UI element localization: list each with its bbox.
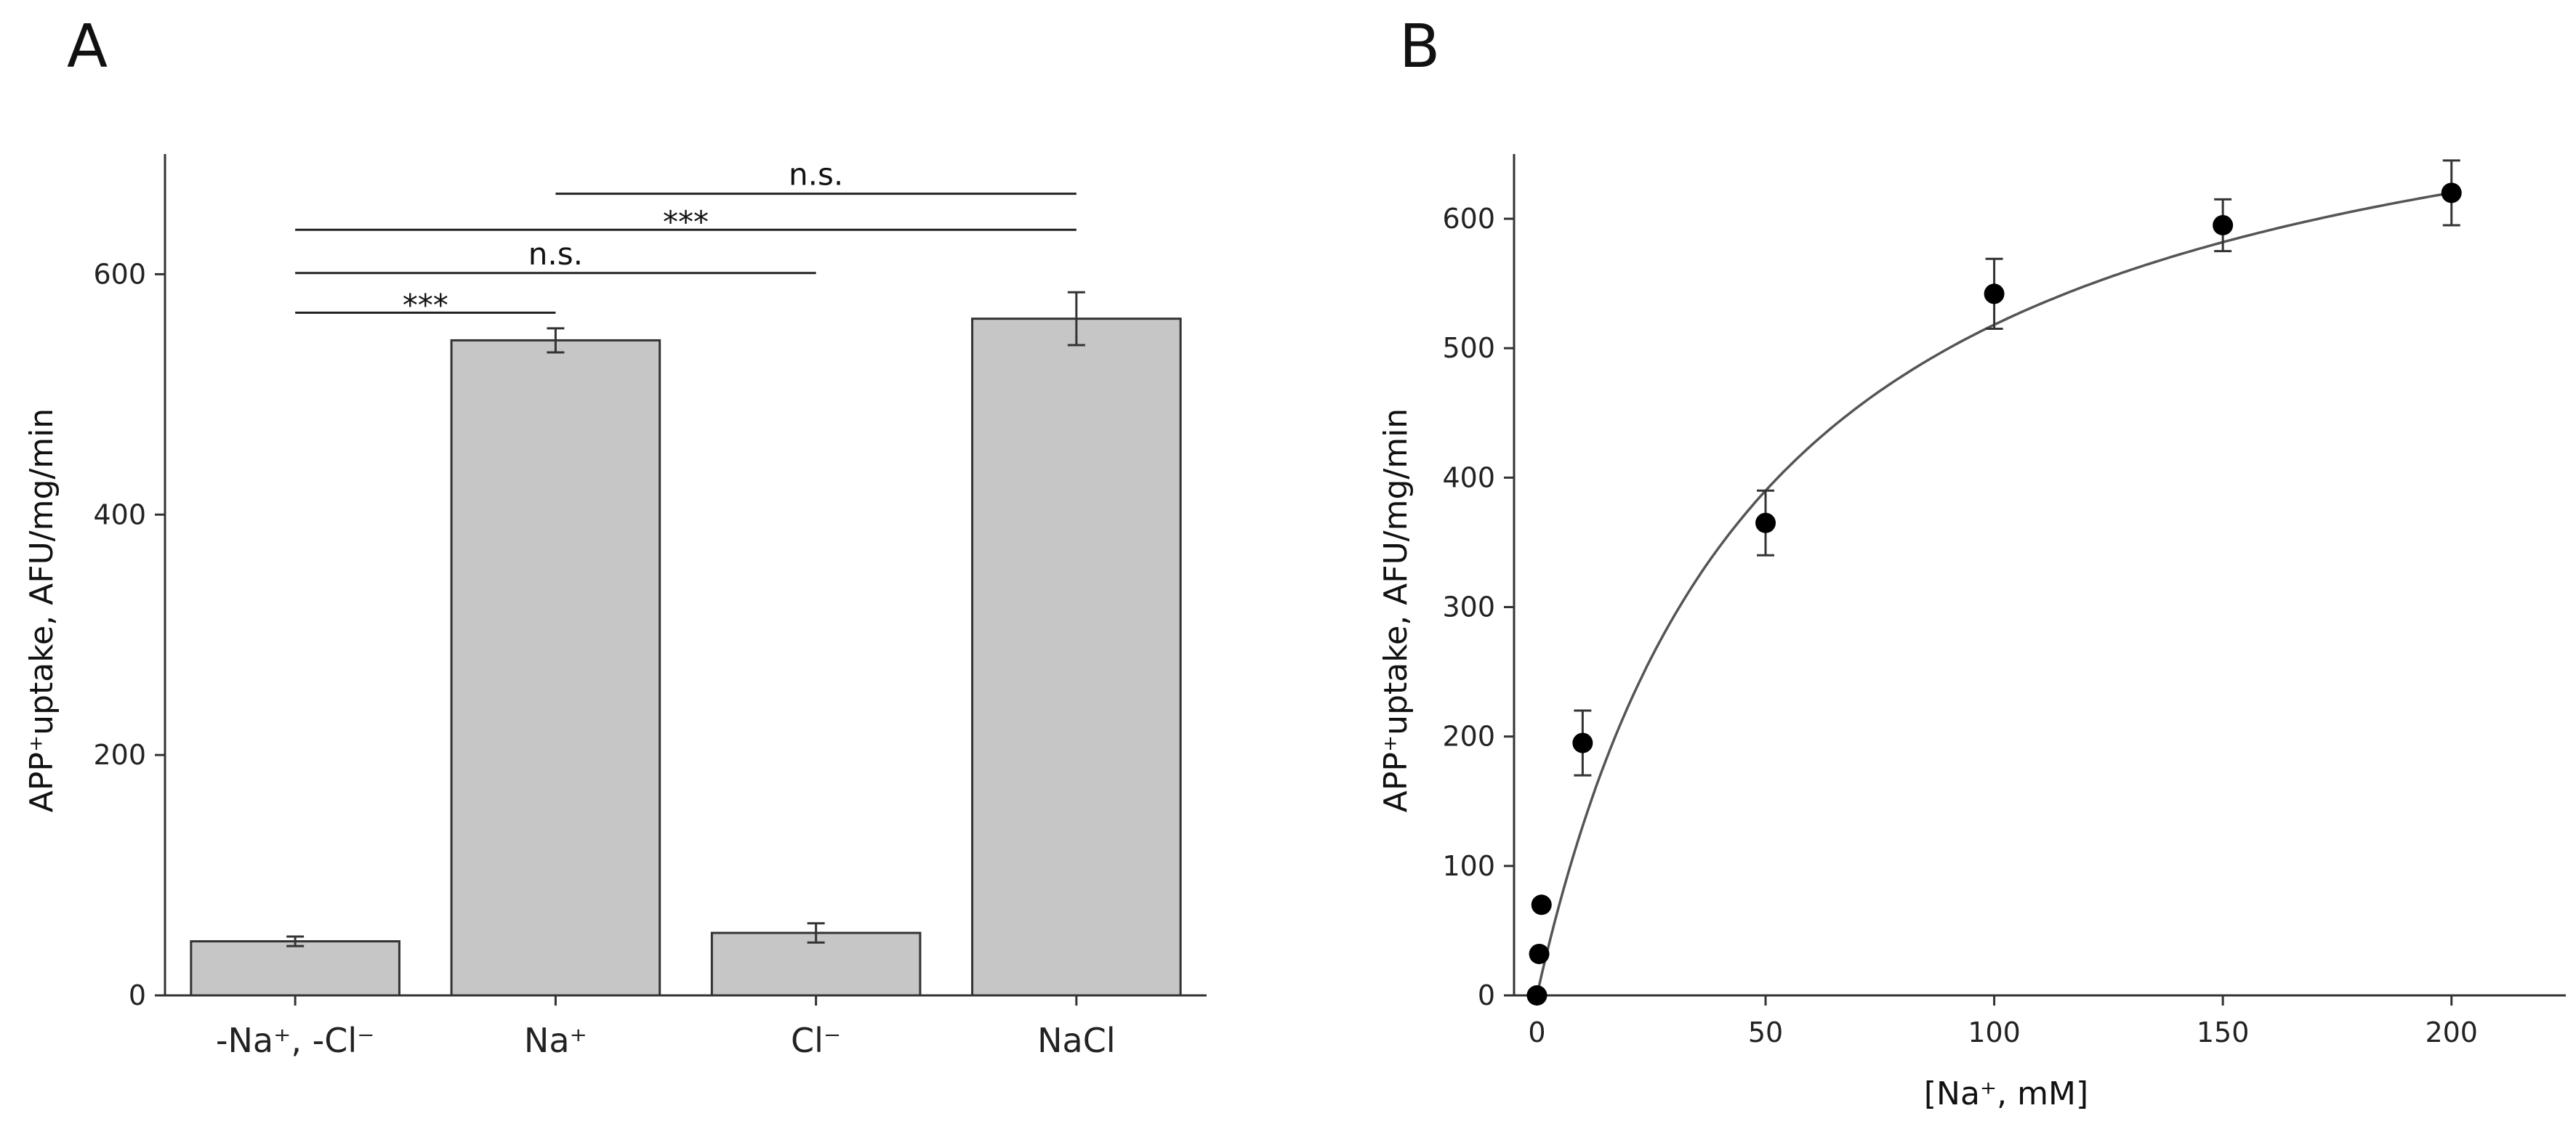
panel-b-data-point <box>1529 943 1550 964</box>
panel-b-x-tick-label: 100 <box>1968 1016 2021 1048</box>
panel-b-x-tick-label: 50 <box>1748 1016 1783 1048</box>
panel-a-y-tick-label: 600 <box>93 258 146 290</box>
panel-a-y-ticks: 0 200 400 600 <box>93 258 165 1011</box>
panel-b-y-axis-title: APP⁺uptake, AFU/mg/min <box>1377 408 1414 812</box>
panel-b-data-point <box>2441 182 2462 203</box>
panel-b-y-tick-label: 200 <box>1442 721 1495 753</box>
panel-a-category-label: -Na⁺, -Cl⁻ <box>216 1021 375 1060</box>
panel-a-error-bars <box>286 291 1085 947</box>
panel-b-x-tick-label: 0 <box>1528 1016 1545 1048</box>
panel-a-category-label: Na⁺ <box>524 1021 587 1060</box>
panel-letter-a: A <box>67 12 108 81</box>
panel-a-significance-label: *** <box>663 204 709 240</box>
panel-a-category-label: NaCl <box>1037 1021 1116 1060</box>
panel-b-y-tick-label: 400 <box>1442 461 1495 493</box>
panel-b-y-ticks: 0 100 200 300 400 500 600 <box>1442 203 1514 1011</box>
panel-a-significance-label: *** <box>403 287 448 323</box>
panel-a-bar <box>971 318 1182 997</box>
panel-b-y-tick-label: 600 <box>1442 203 1495 235</box>
panel-b-x-axis-title: [Na⁺, mM] <box>1924 1075 2088 1112</box>
panel-a-bars <box>190 318 1182 997</box>
panel-a-bar <box>190 940 401 997</box>
panel-b-data-point <box>2213 214 2234 235</box>
panel-a-y-axis-title: APP⁺uptake, AFU/mg/min <box>23 408 60 812</box>
panel-a-bar <box>450 339 661 997</box>
panel-a-significance-brackets: *** n.s. *** n.s. <box>295 157 1076 323</box>
panel-a-y-tick-label: 0 <box>129 979 146 1011</box>
panel-b-data-point <box>1531 894 1552 915</box>
panel-b-data-point <box>1526 985 1547 1006</box>
panel-b-x-tick-label: 150 <box>2197 1016 2250 1048</box>
panel-b-y-tick-label: 300 <box>1442 591 1495 623</box>
panel-letter-b: B <box>1399 12 1440 81</box>
panel-b-x-tick-label: 200 <box>2425 1016 2478 1048</box>
panel-b-points <box>1526 182 2462 1006</box>
panel-b-y-tick-label: 500 <box>1442 332 1495 364</box>
panel-a-y-tick-label: 400 <box>93 498 146 530</box>
panel-b-data-point <box>1755 512 1776 533</box>
panel-a-category-label: Cl⁻ <box>791 1021 841 1060</box>
panel-a-significance-label: n.s. <box>789 157 843 193</box>
panel-a-significance-label: n.s. <box>528 236 583 272</box>
panel-b-error-bars <box>1574 159 2460 777</box>
panel-b-x-ticks: 0 50 100 150 200 <box>1528 995 2478 1048</box>
panel-b-scatter-chart: 0 100 200 300 400 500 600 0 50 100 150 200 APP⁺upt… <box>1377 154 2566 1112</box>
panel-b-data-point <box>1984 283 2005 304</box>
panel-b-y-tick-label: 0 <box>1478 979 1495 1011</box>
panel-a-y-tick-label: 200 <box>93 739 146 771</box>
panel-b-y-tick-label: 100 <box>1442 850 1495 882</box>
panel-b-data-point <box>1572 732 1593 753</box>
panel-a-category-labels: -Na⁺, -Cl⁻ Na⁺ Cl⁻ NaCl <box>216 995 1116 1060</box>
